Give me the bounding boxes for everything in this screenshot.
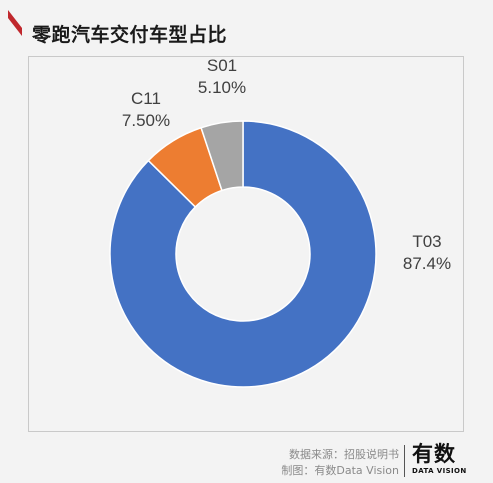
slice-label-value-c11: 7.50% [122,111,170,130]
slice-label-value-t03: 87.4% [403,254,451,273]
slices-group [109,120,377,388]
labels-group: T03 87.4% C11 7.50% S01 5.10% [122,57,451,273]
logo-subtext: DATA VISION [412,467,467,475]
slice-t03 [109,120,377,388]
logo-text: 有数 [412,442,456,466]
chart-panel: T03 87.4% C11 7.50% S01 5.10% [28,56,464,432]
donut-chart: T03 87.4% C11 7.50% S01 5.10% [109,57,451,388]
slice-label-value-s01: 5.10% [198,78,246,97]
slice-s01 [200,120,244,192]
title-bar: 零跑汽车交付车型占比 [8,10,488,50]
credit-text: 制图：有数Data Vision [281,464,399,477]
brand-logo: 有数 DATA VISION [412,442,482,475]
source-text: 数据来源：招股说明书 [289,448,399,461]
footer-divider [404,445,405,477]
slice-label-name-t03: T03 [412,232,441,251]
slice-label-name-c11: C11 [131,89,161,108]
slice-label-name-s01: S01 [207,57,237,75]
footer: 数据来源：招股说明书 制图：有数Data Vision 有数 DATA VISI… [0,440,493,483]
chart-title: 零跑汽车交付车型占比 [32,24,228,46]
title-accent-icon [8,10,22,36]
